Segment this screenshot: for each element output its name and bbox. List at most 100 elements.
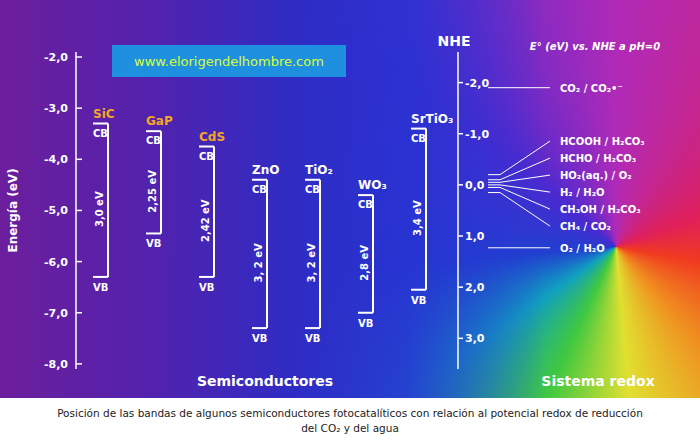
- redox-label: CH₃OH / H₂CO₃: [560, 204, 641, 215]
- vb-level: [411, 289, 426, 291]
- gap-label: 2,42 eV: [200, 199, 211, 242]
- y-tick-label: -8,0: [44, 358, 68, 371]
- cb-label: CB: [252, 184, 267, 195]
- background: [0, 0, 700, 398]
- gap-label: 3,0 eV: [94, 191, 105, 227]
- redox-label: H₂ / H₂O: [560, 187, 605, 198]
- redox-label: HCOOH / H₂CO₃: [560, 136, 645, 147]
- redox-line: [488, 141, 550, 175]
- y-label: Energía (eV): [6, 168, 20, 252]
- y-tick-label: -3,0: [44, 102, 68, 115]
- category-label: SiC: [93, 107, 115, 121]
- y-tick: [76, 56, 82, 58]
- vb-label: VB: [93, 282, 108, 293]
- band-gap: [372, 195, 374, 313]
- vb-level: [305, 327, 320, 329]
- vb-label: VB: [252, 333, 267, 344]
- y-tick: [76, 363, 82, 365]
- title: www.elorigendelhombre.com: [134, 54, 324, 69]
- x-label: Semiconductores: [197, 373, 333, 389]
- redox-line: [488, 175, 550, 182]
- vb-level: [199, 276, 214, 278]
- redox-line: [488, 247, 550, 248]
- category-label: SrTiO₃: [411, 112, 453, 126]
- gap-label: 3, 2 eV: [253, 243, 264, 282]
- y-tick-label: -5,0: [44, 204, 68, 217]
- gap-label: 3,4 eV: [412, 200, 423, 236]
- y-tick-label: -6,0: [44, 256, 68, 269]
- vb-level: [252, 327, 267, 329]
- redox-label: O₂ / H₂O: [560, 243, 605, 254]
- y2-note: E° (eV) vs. NHE a pH=0: [530, 41, 660, 52]
- cb-level: [411, 128, 426, 130]
- cb-level: [93, 123, 108, 125]
- band-gap: [425, 129, 427, 290]
- caption: Posición de las bandas de algunos semico…: [57, 407, 643, 419]
- vb-label: VB: [199, 282, 214, 293]
- y2-tick-label: 0,0: [465, 179, 485, 192]
- cb-level: [146, 130, 161, 132]
- band-gap: [266, 180, 268, 328]
- vb-level: [146, 232, 161, 234]
- cb-label: CB: [358, 199, 373, 210]
- y-tick: [76, 107, 82, 109]
- category-label: GaP: [146, 114, 173, 128]
- y2-tick-label: 3,0: [465, 332, 485, 345]
- y2-tick: [458, 235, 463, 237]
- y2-label: NHE: [438, 33, 471, 49]
- redox-lines: [488, 88, 550, 248]
- cb-level: [199, 146, 214, 148]
- redox-label: HCHO / H₂CO₃: [560, 153, 636, 164]
- cb-level: [358, 194, 373, 196]
- band-gap: [213, 147, 215, 277]
- y2-tick: [458, 82, 463, 84]
- redox-line: [488, 193, 550, 227]
- y2-tick-label: 2,0: [465, 281, 485, 294]
- cb-label: CB: [199, 151, 214, 162]
- category-label: ZnO: [252, 163, 279, 177]
- cb-label: CB: [93, 128, 108, 139]
- category-label: CdS: [199, 130, 225, 144]
- y2-tick-label: -2,0: [465, 77, 489, 90]
- y2-title: Sistema redox: [541, 373, 654, 389]
- vb-label: VB: [305, 333, 320, 344]
- y-tick-label: -2,0: [44, 51, 68, 64]
- vb-label: VB: [358, 318, 373, 329]
- y-tick-label: -7,0: [44, 307, 68, 320]
- caption: del CO₂ y del agua: [301, 422, 399, 434]
- bands: [93, 124, 426, 329]
- band-gap: [160, 131, 162, 233]
- cb-label: CB: [411, 133, 426, 144]
- y-tick: [76, 159, 82, 161]
- y-tick: [76, 312, 82, 314]
- cb-label: CB: [146, 135, 161, 146]
- y2-tick: [458, 286, 463, 288]
- y2-tick: [458, 338, 463, 340]
- redox-line: [488, 87, 550, 88]
- redox-label: CH₄ / CO₂: [560, 221, 611, 232]
- vb-level: [93, 276, 108, 278]
- gap-label: 3, 2 eV: [306, 243, 317, 282]
- redox-line: [488, 185, 550, 192]
- vb-level: [358, 312, 373, 314]
- cb-level: [305, 179, 320, 181]
- category-label: WO₃: [358, 178, 387, 192]
- chart: www.elorigendelhombre.com -2,0 -3,0 -4,0 -5,…: [0, 0, 700, 448]
- y2-tick: [458, 184, 463, 186]
- y-tick: [76, 210, 82, 212]
- vb-label: VB: [146, 238, 161, 249]
- y-tick: [76, 261, 82, 263]
- band-gap: [107, 124, 109, 277]
- band-labels: SiCCBVB3,0 eVGaPCBVB2,25 eVCdSCBVB2,42 e…: [93, 107, 453, 345]
- y2-tick: [458, 133, 463, 135]
- redox-label: HO₂(aq.) / O₂: [560, 170, 632, 181]
- y2-axis: [457, 52, 459, 369]
- category-label: TiO₂: [305, 163, 333, 177]
- cb-level: [252, 179, 267, 181]
- redox-label: CO₂ / CO₂•⁻: [560, 83, 623, 94]
- y2-tick-label: 1,0: [465, 230, 485, 243]
- y-tick-label: -4,0: [44, 153, 68, 166]
- gap-label: 2,8 eV: [359, 245, 370, 281]
- cb-label: CB: [305, 184, 320, 195]
- y2-tick-label: -1,0: [465, 128, 489, 141]
